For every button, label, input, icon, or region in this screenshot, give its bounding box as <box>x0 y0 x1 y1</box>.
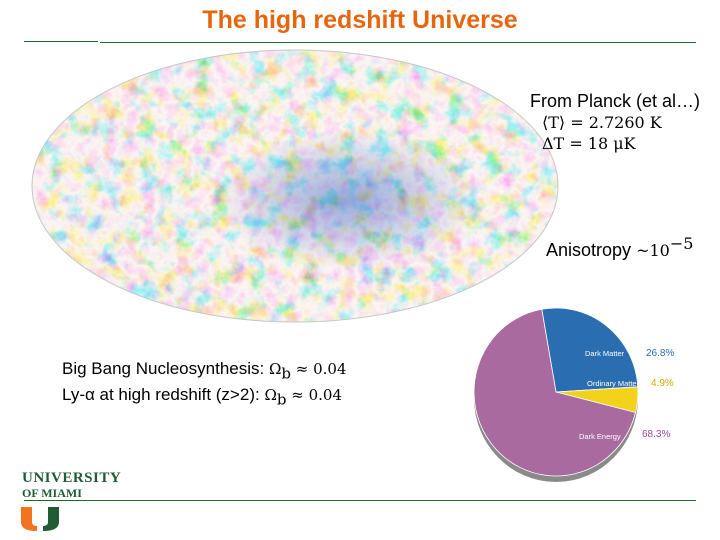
temperature-fluctuation: ΔT = 18 μK <box>542 134 636 153</box>
pie-percent-ordinary-matter: 4.9% <box>651 378 674 389</box>
wordmark-line-1: UNIVERSITY <box>22 470 122 486</box>
pie-label-ordinary-matter: Ordinary Matter <box>587 379 640 388</box>
lya-omega: Ω <box>264 386 277 405</box>
lya-omega-sub: b <box>276 390 287 409</box>
planck-heading: From Planck (et al…) <box>530 91 701 111</box>
bbn-omega-value: ≈ 0.04 <box>291 360 347 378</box>
bbn-label: Big Bang Nucleosynthesis: <box>62 359 265 378</box>
baryon-constraints: Big Bang Nucleosynthesis: Ωb ≈ 0.04 Ly-α… <box>62 358 347 411</box>
planck-measurements: From Planck (et al…) ⟨T⟩ = 2.7260 K ΔT =… <box>530 90 700 154</box>
mean-temperature: ⟨T⟩ = 2.7260 K <box>542 113 662 132</box>
pie-percent-dark-matter: 26.8% <box>646 348 674 359</box>
anisotropy-approx: ~10 <box>636 241 670 260</box>
wordmark-line-2: OF MIAMI <box>22 486 82 500</box>
bbn-omega: Ω <box>268 360 282 378</box>
header-rule-left <box>24 41 98 42</box>
lya-label: Ly-α at high redshift (z>2): <box>62 385 260 405</box>
anisotropy-line: Anisotropy ~10−5 <box>546 234 693 261</box>
pie-label-dark-energy: Dark Energy <box>579 432 621 441</box>
anisotropy-label: Anisotropy <box>546 240 632 260</box>
header-rule-right <box>100 42 696 43</box>
universe-composition-pie: Dark Matter 26.8% Ordinary Matter 4.9% Dark … <box>473 307 674 482</box>
pie-slice-dark-energy <box>473 308 637 477</box>
anisotropy-exponent: −5 <box>669 234 694 253</box>
split-u-logo-icon <box>21 507 59 531</box>
lya-line: Ly-α at high redshift (z>2): Ωb ≈ 0.04 <box>62 384 347 410</box>
pie-slice-dark-matter <box>541 307 639 393</box>
university-wordmark: UNIVERSITY OF MIAMI <box>22 470 121 500</box>
lya-omega-value: ≈ 0.04 <box>286 386 342 405</box>
cmb-sky-map <box>31 49 559 323</box>
footer-rule <box>24 500 696 501</box>
pie-percent-dark-energy: 68.3% <box>642 429 670 440</box>
bbn-omega-sub: b <box>281 364 292 383</box>
bbn-line: Big Bang Nucleosynthesis: Ωb ≈ 0.04 <box>62 358 347 384</box>
pie-label-dark-matter: Dark Matter <box>585 349 625 358</box>
slide-title: The high redshift Universe <box>202 6 518 34</box>
